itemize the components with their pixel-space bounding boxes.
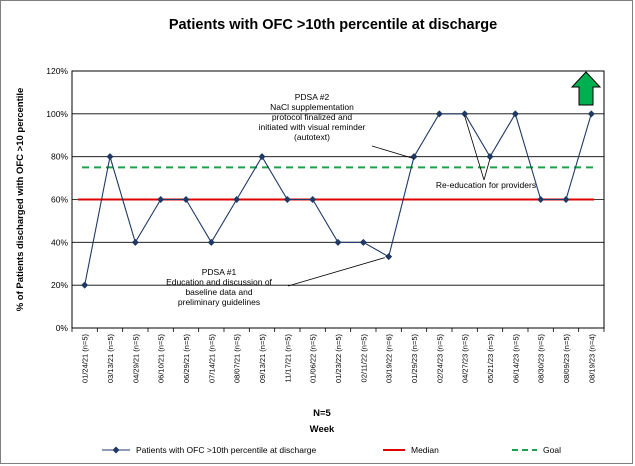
x-tick-label: 01/06/22 (n=5) (309, 334, 318, 383)
data-point (359, 238, 367, 246)
x-tick-label: 08/07/21 (n=5) (233, 334, 242, 383)
plot-area (71, 70, 605, 329)
data-point (385, 253, 393, 261)
data-point (283, 196, 291, 203)
data-point (233, 196, 241, 203)
x-axis-title: Week (310, 424, 335, 435)
x-tick-label: 05/21/23 (n=5) (486, 334, 495, 383)
data-point (334, 238, 342, 246)
x-tick-label: 01/29/23 (n=5) (410, 334, 419, 383)
data-point (258, 153, 266, 161)
x-tick-label: 03/19/22 (n=6) (385, 334, 394, 383)
x-tick-label: 01/24/21 (n=5) (81, 334, 90, 383)
x-tick-label: 06/10/21 (n=5) (157, 334, 166, 383)
x-tick-label: 08/19/23 (n=4) (587, 334, 596, 383)
x-tick-label: 02/11/22 (n=5) (359, 334, 368, 383)
y-tick-label: 60% (51, 195, 68, 205)
up-arrow-icon (570, 71, 602, 106)
annotation-pdsa2: PDSA #2 (295, 92, 330, 102)
data-point (486, 153, 494, 161)
legend-median-label: Median (411, 445, 439, 455)
x-tick-label: 06/29/21 (n=5) (182, 334, 191, 383)
legend-goal-label: Goal (543, 445, 561, 455)
x-tick-label: 06/14/23 (n=5) (511, 334, 520, 383)
data-point (587, 110, 595, 118)
annotation-reeducation-leader (483, 158, 491, 181)
x-tick-label: 01/23/22 (n=5) (334, 334, 343, 383)
y-tick-label: 120% (46, 66, 68, 76)
y-tick-label: 20% (51, 280, 68, 290)
x-tick-label: 07/14/21 (n=5) (207, 334, 216, 383)
annotation-pdsa1: baseline data and (185, 287, 252, 297)
annotation-pdsa1: Education and discussion of (166, 277, 272, 287)
data-point (511, 110, 519, 118)
annotation-pdsa2: protocol finalized and (272, 112, 353, 122)
x-tick-label: 08/09/23 (n=5) (562, 334, 571, 383)
chart-title: Patients with OFC >10th percentile at di… (169, 17, 497, 33)
x-tick-label: 02/24/23 (n=5) (435, 334, 444, 383)
annotation-reeducation: Re-education for providers (436, 180, 536, 190)
annotation-reeducation-leader (464, 115, 485, 181)
data-point (461, 110, 469, 118)
y-tick-label: 40% (51, 237, 68, 247)
data-point (106, 153, 114, 161)
data-point (537, 196, 545, 203)
annotation-pdsa2-leader (371, 145, 415, 160)
annotation-pdsa2: NaCl supplementation (270, 102, 354, 112)
data-point (182, 196, 190, 203)
legend-series-marker (112, 446, 120, 454)
annotation-pdsa1-leader (287, 257, 385, 287)
data-point (435, 110, 443, 118)
data-point (562, 196, 570, 203)
data-point (131, 238, 139, 246)
annotation-pdsa2: initiated with visual reminder (259, 122, 366, 132)
y-tick-label: 0% (56, 323, 69, 333)
y-axis-title: % of Patients discharged with OFC >10 pe… (15, 88, 26, 312)
x-tick-label: 09/13/21 (n=5) (258, 334, 267, 383)
data-point (81, 281, 89, 289)
data-point (207, 238, 215, 246)
data-point (309, 196, 317, 203)
x-tick-label: 04/29/21 (n=5) (131, 334, 140, 383)
annotation-pdsa1: preliminary guidelines (178, 297, 260, 307)
x-tick-label: 03/13/21 (n=5) (106, 334, 115, 383)
x-axis-note: N=5 (313, 408, 331, 419)
annotation-pdsa2: (autotext) (294, 132, 330, 142)
x-tick-label: 08/30/23 (n=5) (537, 334, 546, 383)
x-tick-label: 04/27/23 (n=5) (461, 334, 470, 383)
y-tick-label: 80% (51, 152, 68, 162)
data-point (410, 153, 418, 161)
legend-series-label: Patients with OFC >10th percentile at di… (136, 445, 317, 455)
y-tick-label: 100% (46, 109, 68, 119)
data-point (157, 196, 165, 203)
x-tick-label: 11/17/21 (n=5) (283, 334, 292, 383)
annotation-pdsa1: PDSA #1 (202, 267, 237, 277)
